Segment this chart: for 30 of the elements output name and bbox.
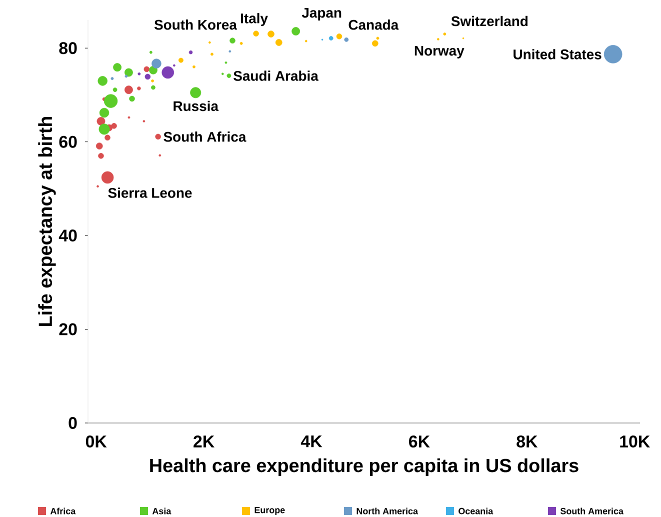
annotation: Norway xyxy=(414,46,464,58)
x-tick-label: 6K xyxy=(409,436,430,448)
annotation: Canada xyxy=(348,20,399,30)
y-tick-label: 60 xyxy=(59,136,77,148)
annotation: Russia xyxy=(174,100,219,112)
x-tick-label: 2K xyxy=(194,436,214,448)
annotation: United States xyxy=(514,49,602,60)
annotation: Switzerland xyxy=(451,16,528,26)
legend-label: Asia xyxy=(152,508,172,514)
y-tick-label: 40 xyxy=(58,230,77,242)
annotation: South Korea xyxy=(154,19,238,30)
y-tick-label: 20 xyxy=(59,323,77,336)
annotation: South Africa xyxy=(164,132,246,142)
y-axis-title: Life expectancy at birth xyxy=(38,116,56,326)
legend-label: South America xyxy=(560,508,624,514)
x-tick-label: 10K xyxy=(620,436,650,448)
x-tick-label: 4K xyxy=(300,436,322,448)
legend-label: North America xyxy=(356,508,418,514)
x-tick-label: 8K xyxy=(516,436,538,448)
x-tick-label: 0K xyxy=(86,436,107,448)
annotation: Saudi Arabia xyxy=(234,70,318,81)
legend-label: Oceania xyxy=(458,508,494,514)
y-tick-label: 0 xyxy=(68,416,77,429)
annotation: Sierra Leone xyxy=(108,188,192,198)
y-tick-label: 80 xyxy=(59,42,77,54)
x-axis-title: Health care expenditure per capita in US dollars xyxy=(150,458,578,476)
annotation: Italy xyxy=(241,13,268,26)
annotation: Japan xyxy=(302,8,342,20)
legend-label: Africa xyxy=(50,508,76,514)
legend-label: Europe xyxy=(254,506,285,515)
